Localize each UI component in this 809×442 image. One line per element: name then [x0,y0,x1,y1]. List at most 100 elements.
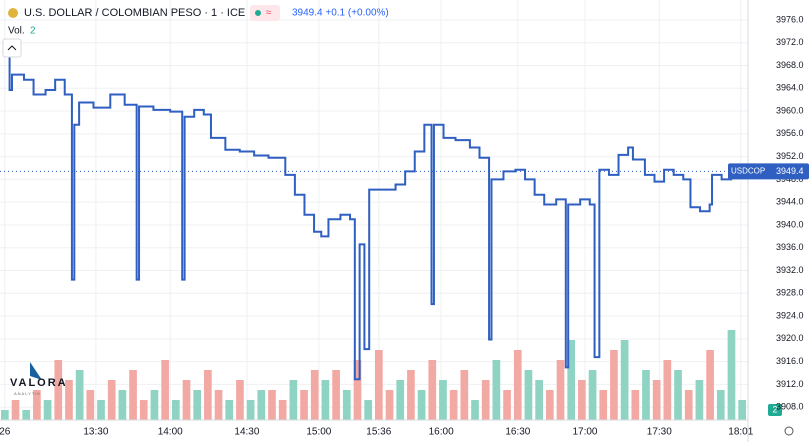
x-tick-label: 17:30 [647,427,672,438]
collapse-icon [7,45,17,51]
volume-bar [214,390,223,420]
volume-bar [545,390,554,420]
volume-bar [65,380,73,420]
volume-bar [524,370,533,420]
brand-logo [30,362,42,380]
volume-bar [129,370,137,420]
badge-icon: ≈ [266,8,272,19]
volume-bar [268,390,276,420]
volume-bar [642,370,650,420]
symbol-tag [728,163,809,180]
volume-bar [535,380,543,420]
grid [0,0,748,420]
y-tick-label: 3928.0 [776,288,804,298]
market-dot [255,10,261,16]
y-tick-label: 3960.0 [776,105,804,115]
volume-bar [599,390,608,420]
volume-bar [353,360,362,420]
y-tick-label: 3932.0 [776,265,804,275]
volume-label: Vol. [8,26,25,37]
symbol-label: USDCOP [731,167,765,176]
volume-bar [738,400,746,420]
x-tick-label: 14:00 [158,427,183,438]
volume-bar [97,400,105,420]
volume-bar [310,370,319,420]
y-tick-label: 3908.0 [776,402,804,412]
y-tick-label: 3912.0 [776,379,804,389]
volume-bar [439,380,447,420]
volume-bar [364,400,372,420]
volume-bar [684,390,693,420]
y-tick-label: 3916.0 [776,356,804,366]
y-tick-label: 3940.0 [776,219,804,229]
y-tick-label: 3968.0 [776,60,804,70]
flag-icon [8,8,18,18]
volume-bar [289,380,298,420]
y-tick-label: 3956.0 [776,128,804,138]
y-tick-label: 3972.0 [776,37,804,47]
volume-bar [22,410,31,420]
collapse-button[interactable] [2,38,22,58]
volume-bar [278,400,287,420]
volume-bar [236,380,244,420]
volume-value: 2 [30,26,36,37]
volume-bar [706,350,714,420]
y-tick-label: 3976.0 [776,14,804,24]
volume-bar [695,380,704,420]
volume-bar [375,350,383,420]
settings-icon[interactable] [784,426,794,436]
last-price-label: 3949.4 [776,166,804,176]
volume-bar [492,360,501,420]
volume-badge [768,404,782,416]
x-tick-label: 13:30 [83,427,108,438]
volume-bar [75,370,84,420]
volume-bar [407,370,415,420]
volume-bar [150,390,159,420]
volume-bar [610,350,618,420]
brand-sub: ANALYTIK [14,391,41,396]
volume-bar [193,390,202,420]
volume-bar [246,400,255,420]
volume-bar [33,390,41,420]
y-tick-label: 3936.0 [776,242,804,252]
volume-bar [332,370,340,420]
status-badge [250,5,280,21]
volume-bar [86,390,95,420]
volume-bar [417,390,426,420]
quote: 3949.4 +0.1 (+0.00%) [292,8,389,19]
volume-bar [556,360,565,420]
volume-bar [171,400,180,420]
volume-bar [321,380,330,420]
volume-bar [567,340,576,420]
volume-bar [257,390,266,420]
volume-bar [727,330,736,420]
volume-bar [503,390,511,420]
volume-bar [674,370,682,420]
volume-bar [471,400,479,420]
volume-bar [11,400,20,420]
volume-bar [481,380,490,420]
x-tick-label: 14:30 [234,427,259,438]
volume-bar [460,370,469,420]
x-tick-label: 15:00 [306,427,331,438]
volume-bar [107,380,116,420]
volume [1,330,746,420]
volume-bar [631,390,640,420]
volume-bar [578,380,586,420]
volume-bar [652,380,661,420]
volume-bar [204,370,212,420]
volume-bar [663,360,672,420]
volume-bar [225,400,234,420]
volume-bar [139,400,148,420]
y-tick-label: 3920.0 [776,333,804,343]
x-tick-label: 16:00 [429,427,454,438]
x-tick-label: 26 [0,427,11,438]
y-tick-label: 3944.0 [776,197,804,207]
volume-bar [396,380,405,420]
volume-bar [182,380,191,420]
x-tick-label: 17:00 [572,427,597,438]
plot [0,53,748,381]
chart-title: U.S. DOLLAR / COLOMBIAN PESO · 1 · ICE [24,7,245,19]
